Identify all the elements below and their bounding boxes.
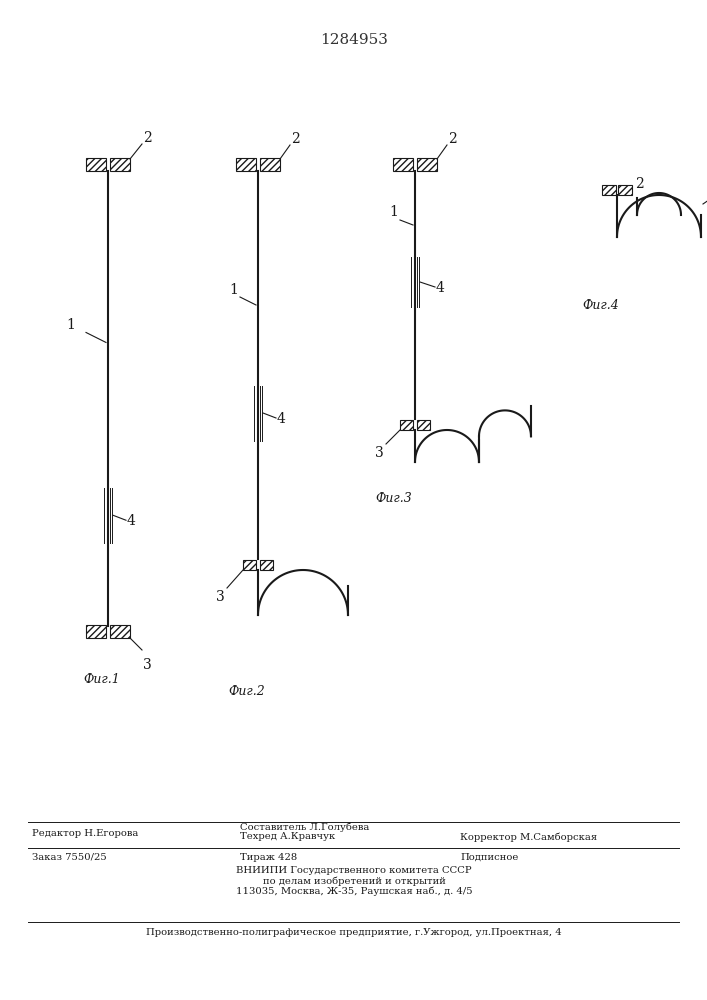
Text: 2: 2 [635, 177, 644, 191]
Text: 2: 2 [291, 132, 300, 146]
Text: Фиг.3: Фиг.3 [375, 492, 411, 505]
Text: Корректор М.Самборская: Корректор М.Самборская [460, 832, 597, 842]
Bar [236, 158, 256, 171]
Text: Тираж 428: Тираж 428 [240, 853, 297, 862]
Bar [86, 625, 106, 638]
Text: 3: 3 [143, 658, 152, 672]
Text: Редактор Н.Егорова: Редактор Н.Егорова [32, 829, 139, 838]
Text: Производственно-полиграфическое предприятие, г.Ужгород, ул.Проектная, 4: Производственно-полиграфическое предприя… [146, 928, 562, 937]
Text: 2: 2 [448, 132, 457, 146]
Text: Фиг.2: Фиг.2 [228, 685, 264, 698]
Text: 3: 3 [216, 590, 225, 604]
Bar [393, 158, 413, 171]
Bar [400, 420, 413, 430]
Text: Составитель Л.Голубева: Составитель Л.Голубева [240, 823, 369, 832]
Text: 1: 1 [229, 283, 238, 297]
Text: Фиг.1: Фиг.1 [83, 673, 119, 686]
Bar [243, 560, 256, 570]
Text: 3: 3 [375, 446, 384, 460]
Bar [618, 185, 632, 195]
Text: Заказ 7550/25: Заказ 7550/25 [32, 853, 107, 862]
Text: 4: 4 [277, 412, 286, 426]
Text: 1: 1 [389, 205, 398, 219]
Text: 1284953: 1284953 [320, 33, 388, 47]
Bar [417, 420, 430, 430]
Bar [417, 158, 437, 171]
Text: 2: 2 [143, 131, 152, 145]
Text: Фиг.4: Фиг.4 [582, 299, 619, 312]
Text: по делам изобретений и открытий: по делам изобретений и открытий [262, 876, 445, 886]
Bar [110, 625, 130, 638]
Text: Техред А.Кравчук: Техред А.Кравчук [240, 832, 335, 841]
Text: 113035, Москва, Ж-35, Раушская наб., д. 4/5: 113035, Москва, Ж-35, Раушская наб., д. … [235, 886, 472, 896]
Text: ВНИИПИ Государственного комитета СССР: ВНИИПИ Государственного комитета СССР [236, 866, 472, 875]
Bar [602, 185, 616, 195]
Text: 4: 4 [127, 514, 136, 528]
Text: Подписное: Подписное [460, 853, 518, 862]
Bar [260, 560, 273, 570]
Bar [260, 158, 280, 171]
Text: 4: 4 [436, 281, 445, 295]
Bar [110, 158, 130, 171]
Bar [86, 158, 106, 171]
Text: 1: 1 [66, 318, 75, 332]
